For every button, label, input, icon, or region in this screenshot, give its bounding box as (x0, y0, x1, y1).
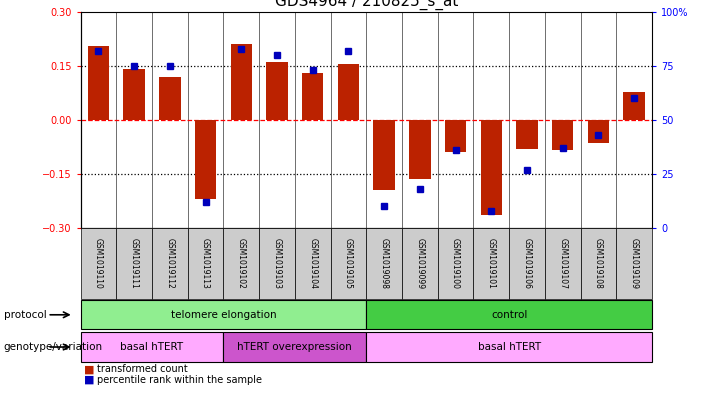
Text: GSM1019107: GSM1019107 (558, 238, 567, 289)
Text: GSM1019113: GSM1019113 (201, 238, 210, 289)
Text: GSM1019105: GSM1019105 (344, 238, 353, 289)
Text: percentile rank within the sample: percentile rank within the sample (97, 375, 261, 385)
Text: control: control (491, 310, 527, 320)
Bar (516, 120, 538, 149)
Bar (552, 120, 573, 151)
Bar (481, 120, 502, 215)
Bar (587, 120, 609, 143)
Text: GSM1019112: GSM1019112 (165, 238, 175, 289)
Text: GSM1019101: GSM1019101 (486, 238, 496, 289)
Text: GSM1019109: GSM1019109 (629, 238, 639, 289)
Text: hTERT overexpression: hTERT overexpression (238, 342, 352, 352)
Text: GSM1019100: GSM1019100 (451, 238, 460, 289)
Text: GSM1019099: GSM1019099 (415, 238, 424, 289)
Text: transformed count: transformed count (97, 364, 187, 375)
Text: ■: ■ (84, 375, 95, 385)
Text: GSM1019104: GSM1019104 (308, 238, 318, 289)
Text: GSM1019106: GSM1019106 (522, 238, 531, 289)
Bar (266, 61, 287, 120)
Text: GSM1019111: GSM1019111 (130, 238, 139, 289)
Text: GSM1019110: GSM1019110 (94, 238, 103, 289)
Bar (195, 120, 217, 199)
Title: GDS4964 / 210825_s_at: GDS4964 / 210825_s_at (275, 0, 458, 11)
Bar (302, 73, 323, 120)
Bar (338, 64, 359, 120)
Text: GSM1019103: GSM1019103 (273, 238, 282, 289)
Text: basal hTERT: basal hTERT (121, 342, 184, 352)
Text: basal hTERT: basal hTERT (477, 342, 540, 352)
Bar (159, 77, 181, 120)
Bar (409, 120, 430, 179)
Bar (231, 44, 252, 120)
Text: telomere elongation: telomere elongation (170, 310, 276, 320)
Text: protocol: protocol (4, 310, 46, 320)
Text: ■: ■ (84, 364, 95, 375)
Text: GSM1019102: GSM1019102 (237, 238, 246, 289)
Text: GSM1019108: GSM1019108 (594, 238, 603, 289)
Bar (623, 92, 645, 120)
Bar (88, 46, 109, 120)
Text: genotype/variation: genotype/variation (4, 342, 102, 352)
Bar (374, 120, 395, 190)
Bar (123, 70, 145, 120)
Bar (445, 120, 466, 152)
Text: GSM1019098: GSM1019098 (380, 238, 388, 289)
